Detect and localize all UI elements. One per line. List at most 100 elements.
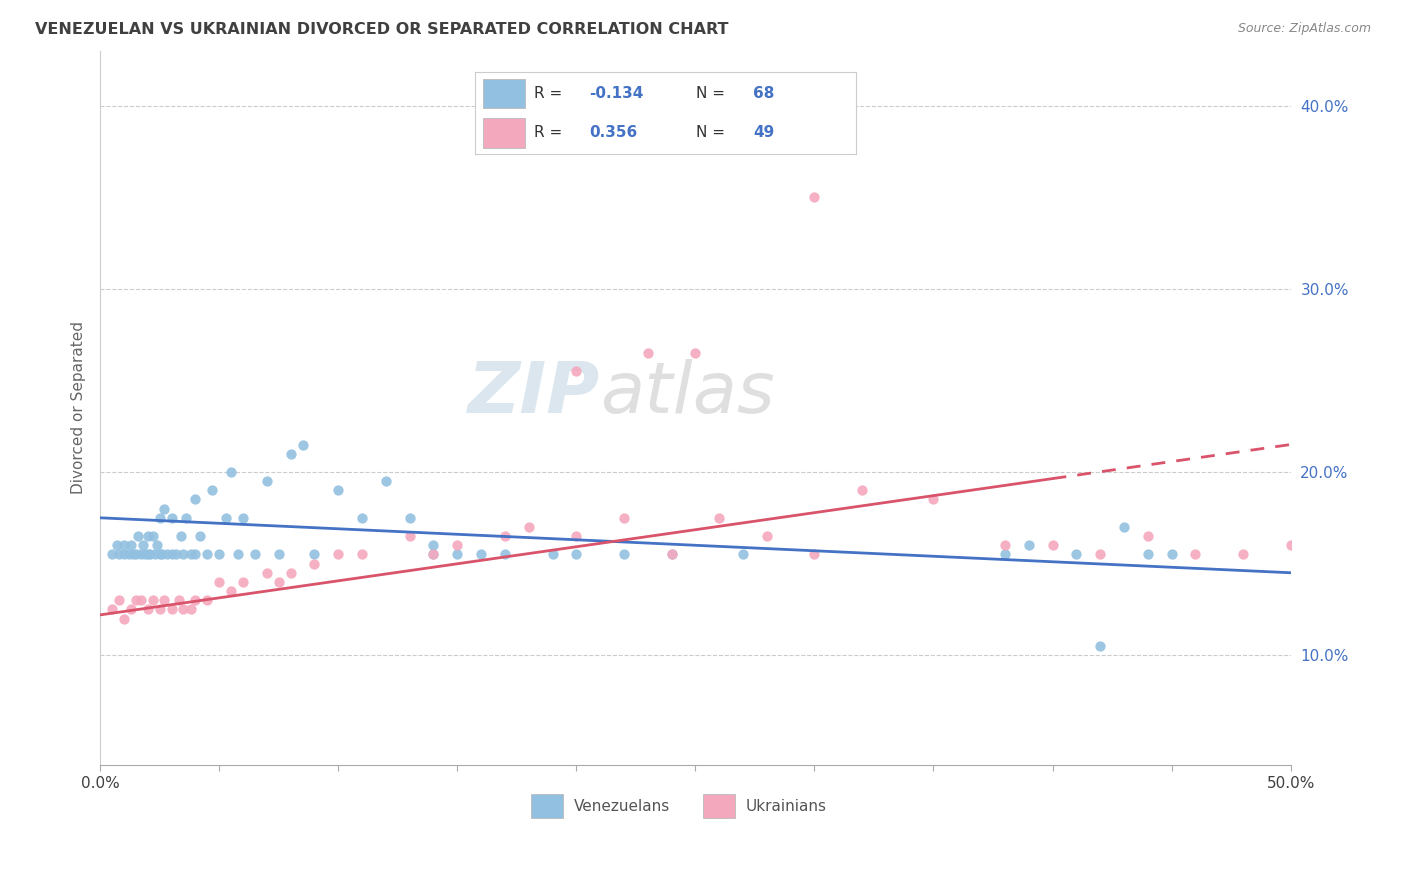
Point <box>1066 548 1088 562</box>
Point <box>219 584 242 599</box>
Point <box>803 190 825 204</box>
Point <box>517 520 540 534</box>
Text: ZIP: ZIP <box>468 359 600 428</box>
Point <box>208 574 231 589</box>
Point <box>208 548 231 562</box>
Point <box>122 548 145 562</box>
Point <box>146 538 169 552</box>
Point <box>129 593 152 607</box>
Point <box>108 548 131 562</box>
Point <box>172 548 194 562</box>
Point <box>136 602 159 616</box>
Point <box>755 529 778 543</box>
Point <box>685 346 707 360</box>
Point <box>180 548 202 562</box>
Point <box>422 548 444 562</box>
Point <box>328 548 350 562</box>
Point <box>280 447 302 461</box>
Point <box>494 529 516 543</box>
Point <box>153 593 176 607</box>
Point <box>1136 548 1159 562</box>
Point <box>243 548 266 562</box>
Point <box>661 548 683 562</box>
Point <box>661 548 683 562</box>
Point <box>709 510 731 524</box>
Point <box>120 538 142 552</box>
Point <box>180 602 202 616</box>
Point <box>398 510 420 524</box>
Point <box>160 602 183 616</box>
Point <box>232 574 254 589</box>
Point <box>350 510 373 524</box>
Point <box>118 548 141 562</box>
Point <box>160 510 183 524</box>
Point <box>613 510 636 524</box>
Point <box>994 538 1017 552</box>
Point <box>613 548 636 562</box>
Point <box>112 548 135 562</box>
Point <box>291 437 314 451</box>
Point <box>256 566 278 580</box>
Point <box>184 593 207 607</box>
Point <box>201 483 224 498</box>
Point <box>149 602 172 616</box>
Point <box>565 548 588 562</box>
Point <box>226 548 249 562</box>
Point <box>105 538 128 552</box>
Point <box>188 529 211 543</box>
Point <box>851 483 873 498</box>
Point <box>195 593 218 607</box>
Point <box>304 548 326 562</box>
Point <box>328 483 350 498</box>
Point <box>267 574 290 589</box>
Text: atlas: atlas <box>600 359 775 428</box>
Point <box>565 529 588 543</box>
Point <box>125 593 148 607</box>
Point <box>922 492 945 507</box>
Point <box>1112 520 1135 534</box>
Point <box>134 548 156 562</box>
Point <box>1136 529 1159 543</box>
Point <box>172 602 194 616</box>
Point <box>494 548 516 562</box>
Point <box>141 593 163 607</box>
Point <box>374 474 396 488</box>
Point <box>143 548 166 562</box>
Point <box>232 510 254 524</box>
Point <box>136 529 159 543</box>
Point <box>1088 548 1111 562</box>
Point <box>139 548 162 562</box>
Point <box>112 538 135 552</box>
Point <box>101 548 124 562</box>
Point <box>637 346 659 360</box>
Point <box>153 501 176 516</box>
Point <box>1184 548 1206 562</box>
Point <box>470 548 492 562</box>
Point <box>136 548 159 562</box>
Point <box>112 611 135 625</box>
Point <box>994 548 1017 562</box>
Point <box>1232 548 1254 562</box>
Point <box>127 529 149 543</box>
Point <box>165 548 187 562</box>
Point <box>184 548 207 562</box>
Point <box>108 593 131 607</box>
Point <box>1279 538 1302 552</box>
Point <box>398 529 420 543</box>
Point <box>129 548 152 562</box>
Point <box>422 538 444 552</box>
Point <box>350 548 373 562</box>
Point <box>150 548 173 562</box>
Point <box>132 538 155 552</box>
Point <box>565 364 588 378</box>
Point <box>195 548 218 562</box>
Point <box>125 548 148 562</box>
Text: Source: ZipAtlas.com: Source: ZipAtlas.com <box>1237 22 1371 36</box>
Point <box>1042 538 1064 552</box>
Point <box>160 548 183 562</box>
Point <box>267 548 290 562</box>
Point <box>101 602 124 616</box>
Point <box>170 529 193 543</box>
Point <box>156 548 179 562</box>
Point <box>1088 639 1111 653</box>
